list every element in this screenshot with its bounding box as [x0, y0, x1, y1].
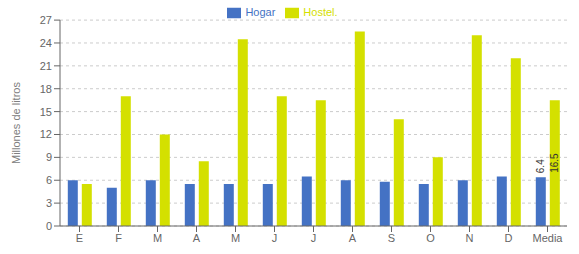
html-text:Hogar: Hogar — [245, 6, 276, 18]
svg-text:15: 15 — [40, 106, 52, 118]
svg-text:F: F — [115, 232, 122, 244]
svg-text:O: O — [426, 232, 435, 244]
svg-text:Media: Media — [533, 232, 564, 244]
svg-text:12: 12 — [40, 128, 52, 140]
svg-text:0: 0 — [46, 220, 52, 232]
svg-text:16.5: 16.5 — [549, 153, 560, 173]
svg-text:27: 27 — [40, 14, 52, 26]
svg-text:S: S — [388, 232, 395, 244]
svg-text:M: M — [153, 232, 162, 244]
svg-text:21: 21 — [40, 60, 52, 72]
svg-text:24: 24 — [40, 37, 52, 49]
svg-text:18: 18 — [40, 83, 52, 95]
svg-text:N: N — [466, 232, 474, 244]
svg-text:M: M — [231, 232, 240, 244]
svg-text:3: 3 — [46, 197, 52, 209]
html-text:Hostel.: Hostel. — [303, 6, 338, 18]
svg-text:E: E — [76, 232, 83, 244]
svg-text:6: 6 — [46, 174, 52, 186]
svg-text:D: D — [505, 232, 513, 244]
svg-text:A: A — [349, 232, 357, 244]
svg-text:A: A — [193, 232, 201, 244]
svg-text:6.4: 6.4 — [535, 159, 546, 173]
svg-text:J: J — [272, 232, 278, 244]
svg-text:9: 9 — [46, 151, 52, 163]
svg-text:Millones de litros: Millones de litros — [10, 82, 22, 164]
svg-text:J: J — [311, 232, 317, 244]
